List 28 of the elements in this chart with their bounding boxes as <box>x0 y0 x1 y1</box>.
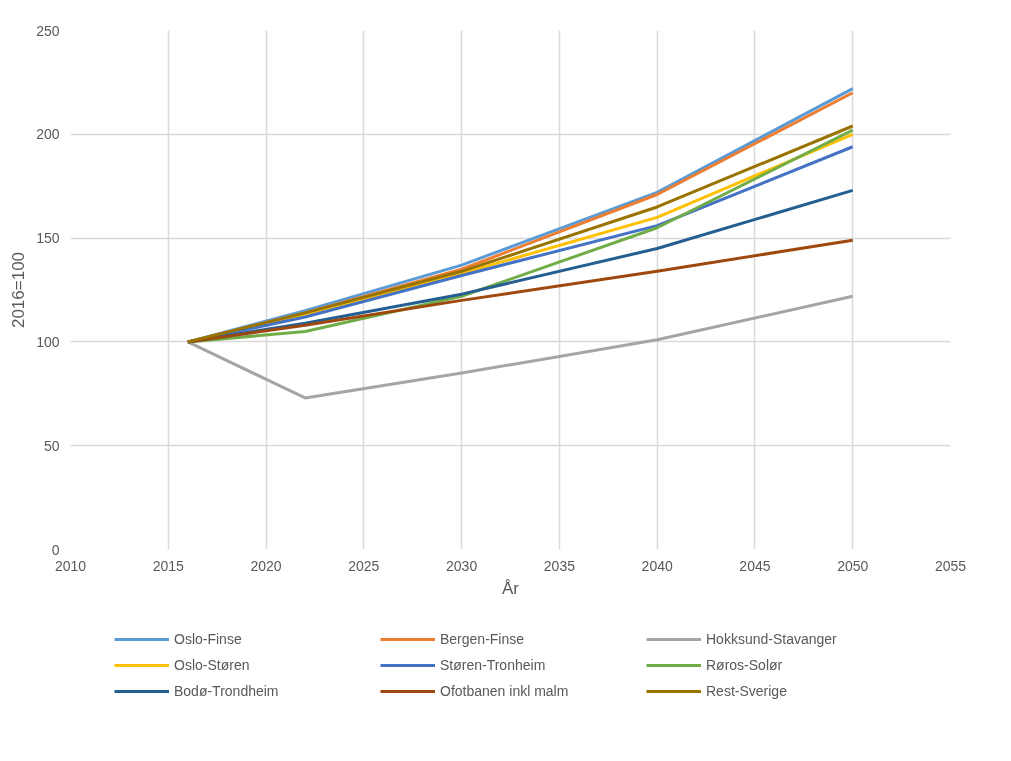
x-tick-label: 2040 <box>641 557 673 574</box>
legend-label: Bergen-Finse <box>440 631 526 647</box>
legend-label: Hokksund-Stavanger <box>706 631 838 647</box>
x-tick-label: 2025 <box>348 557 380 574</box>
legend-label: Ofotbanen inkl malm <box>440 683 570 699</box>
x-tick-label: 2055 <box>934 557 967 574</box>
y-tick-label: 0 <box>51 541 60 558</box>
y-axis-title: 2016=100 <box>9 251 29 329</box>
legend-label: Rest-Sverige <box>706 683 788 699</box>
x-tick-label: 2010 <box>54 557 87 574</box>
y-tick-label: 150 <box>36 230 60 247</box>
x-tick-label: 2015 <box>152 557 185 574</box>
y-tick-label: 200 <box>36 126 60 143</box>
line-series <box>186 294 855 400</box>
legend-label: Bodø-Trondheim <box>174 683 280 699</box>
y-tick-label: 250 <box>36 22 60 39</box>
legend-label: Oslo-Finse <box>174 631 243 647</box>
x-tick-label: 2045 <box>739 557 771 574</box>
x-tick-label: 2035 <box>543 557 576 574</box>
legend-label: Røros-Solør <box>706 657 784 673</box>
legend-label: Oslo-Støren <box>174 657 251 673</box>
y-tick-label: 100 <box>36 333 60 350</box>
legend-label: Støren-Tronheim <box>440 657 547 673</box>
x-tick-label: 2030 <box>446 557 478 574</box>
x-axis-title: År <box>502 578 520 598</box>
x-tick-label: 2050 <box>837 557 869 574</box>
y-tick-label: 50 <box>43 437 60 454</box>
x-tick-label: 2020 <box>250 557 282 574</box>
